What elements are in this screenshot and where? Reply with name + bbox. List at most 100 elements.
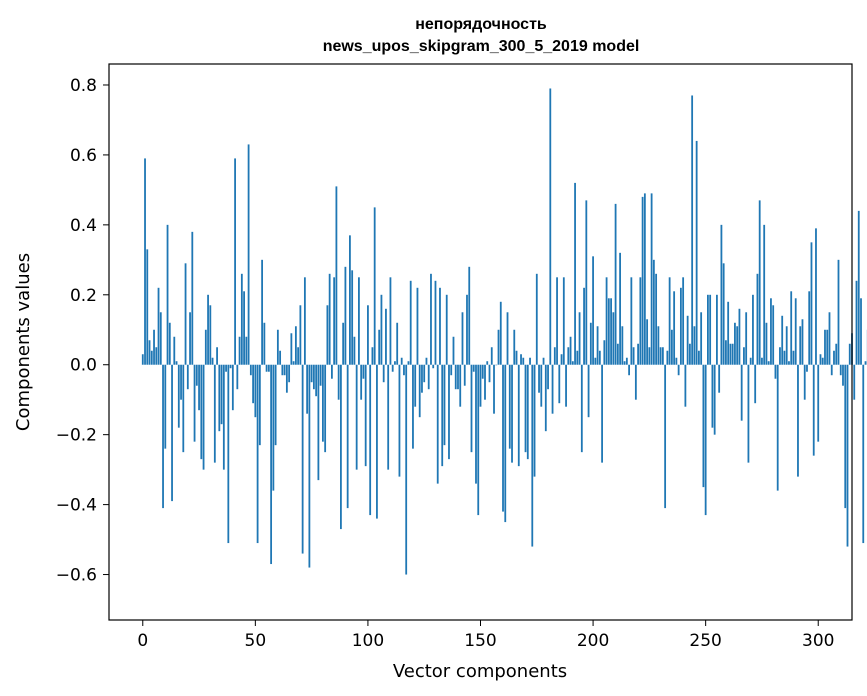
bar-108 [385,308,387,365]
bar-134 [443,364,446,446]
bar-68 [294,326,297,365]
bar-247 [697,350,700,365]
bar-123 [418,364,421,418]
bar-314 [848,343,851,365]
bar-163 [508,364,511,449]
bar-175 [535,273,538,365]
x-tick-label: 0 [137,631,148,651]
x-axis-ticks: 0 50 100 150 200 250 300 [137,620,834,651]
bar-209 [612,312,615,365]
bar-97 [360,364,363,400]
bar-149 [477,364,480,516]
bar-229 [657,326,660,365]
y-tick-label: −0.4 [56,496,97,516]
bar-144 [466,294,468,365]
bar-305 [828,312,831,365]
bar-261 [729,343,732,365]
bar-62 [281,364,284,376]
bar-304 [826,329,829,365]
bar-19 [184,263,187,365]
bar-157 [495,364,498,366]
bar-273 [756,273,759,365]
bar-129 [432,364,435,369]
bar-138 [452,336,455,365]
chart-title-line-1: непорядочность [415,16,547,33]
bar-293 [801,319,804,365]
bar-4 [150,350,153,365]
bar-259 [725,340,727,365]
y-tick-label: 0.2 [70,286,97,306]
bar-313 [846,364,849,547]
bar-85 [333,277,336,365]
bar-20 [186,364,189,390]
bar-204 [601,364,603,463]
bar-227 [652,259,655,365]
bar-111 [391,364,394,372]
bar-190 [569,336,572,365]
bar-139 [454,364,457,390]
bar-52 [258,364,261,446]
bar-264 [736,326,739,365]
bar-291 [797,364,799,477]
bar-316 [853,364,856,400]
bar-40 [231,364,234,411]
bar-251 [707,294,709,365]
bar-223 [643,193,646,365]
bar-221 [639,277,642,365]
bar-141 [459,364,462,407]
bar-26 [200,364,203,460]
bar-77 [315,364,318,397]
bar-258 [722,263,725,365]
bar-312 [844,364,847,509]
bar-58 [272,364,275,491]
bar-48 [249,364,252,376]
bar-103 [373,207,376,365]
bar-67 [292,361,295,365]
bar-1 [144,158,146,365]
bar-159 [499,301,502,365]
x-tick-label: 50 [245,631,267,651]
bar-166 [515,350,518,365]
bar-181 [549,88,552,365]
bar-294 [803,364,806,400]
bar-211 [616,343,619,365]
bar-105 [378,329,381,365]
y-tick-label: 0.4 [70,216,97,236]
bar-243 [688,343,691,365]
bar-285 [783,350,786,365]
bar-116 [403,364,405,376]
bar-287 [788,361,790,365]
bar-206 [605,277,608,365]
bar-275 [761,357,763,365]
bar-193 [576,350,579,365]
bar-64 [285,364,288,393]
bar-109 [387,364,390,470]
bar-162 [506,312,509,365]
bar-84 [330,364,333,379]
bar-167 [517,364,520,467]
bar-44 [240,273,243,365]
bar-263 [734,322,736,365]
bar-142 [461,312,464,365]
bar-308 [835,343,838,365]
bar-191 [571,361,574,365]
bar-236 [673,291,676,365]
bar-69 [297,347,300,365]
bar-277 [765,322,768,365]
bar-25 [198,364,200,411]
bar-101 [369,364,372,516]
bar-205 [603,340,606,365]
bar-160 [502,364,504,512]
bar-131 [436,364,439,484]
bar-202 [596,326,599,365]
bar-289 [792,350,795,365]
bar-184 [556,277,558,365]
bar-240 [682,277,685,365]
bar-39 [229,364,232,369]
bar-35 [220,364,223,425]
bar-208 [610,298,612,365]
bar-276 [763,224,766,365]
bar-110 [389,277,392,365]
bar-2 [146,249,149,365]
bar-27 [202,364,205,470]
